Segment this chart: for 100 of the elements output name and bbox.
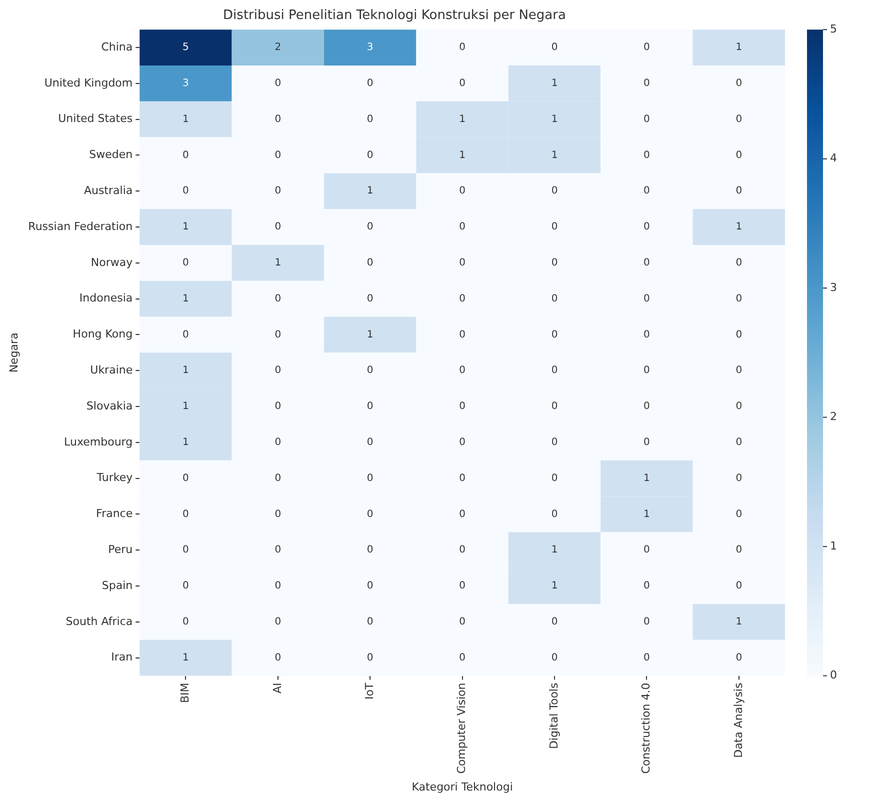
data-label: 0 <box>644 150 650 161</box>
data-label: 0 <box>736 293 742 304</box>
data-label: 0 <box>459 652 466 664</box>
data-label: 0 <box>551 365 558 376</box>
data-label: 0 <box>736 365 742 376</box>
data-label: 0 <box>274 150 282 161</box>
y-tick-label: Luxembourg <box>64 435 133 448</box>
x-axis-title: Kategori Teknologi <box>412 780 513 794</box>
data-label: 0 <box>644 437 650 448</box>
data-label: 3 <box>366 42 374 54</box>
data-label: 0 <box>551 616 558 628</box>
data-label: 0 <box>459 401 466 412</box>
data-label: 1 <box>182 652 189 664</box>
data-label: 0 <box>736 329 742 340</box>
data-label: 0 <box>274 222 282 233</box>
data-label: 1 <box>736 42 742 54</box>
data-label: 0 <box>459 258 466 269</box>
data-label: 3 <box>182 78 189 90</box>
data-label: 0 <box>182 580 189 592</box>
data-label: 0 <box>644 222 650 233</box>
data-label: 0 <box>182 472 189 484</box>
y-tick-label: Peru <box>108 542 133 556</box>
x-tick-label: AI <box>270 682 284 694</box>
data-label: 0 <box>551 472 558 484</box>
data-label: 0 <box>274 114 282 125</box>
data-label: 0 <box>644 293 650 304</box>
data-label: 0 <box>459 186 466 197</box>
data-label: 0 <box>551 258 558 269</box>
y-tick-label: United Kingdom <box>44 76 133 90</box>
data-label: 0 <box>551 437 558 448</box>
data-label: 1 <box>459 150 466 161</box>
y-tick-label: Spain <box>102 578 133 592</box>
data-label: 0 <box>736 258 742 269</box>
data-label: 0 <box>644 114 650 125</box>
data-label: 0 <box>274 365 282 376</box>
y-tick-label: Ukraine <box>90 363 133 376</box>
data-label: 0 <box>644 652 650 664</box>
data-label: 0 <box>551 186 558 197</box>
data-label: 0 <box>459 293 466 304</box>
data-label: 0 <box>274 508 282 520</box>
data-label: 0 <box>274 293 282 304</box>
data-label: 1 <box>182 222 189 233</box>
data-label: 0 <box>736 401 742 412</box>
data-label: 0 <box>736 150 742 161</box>
data-label: 0 <box>551 652 558 664</box>
data-label: 0 <box>736 437 742 448</box>
y-tick-label: France <box>96 507 133 520</box>
data-label: 1 <box>736 616 742 628</box>
data-label: 0 <box>182 329 189 340</box>
data-label: 0 <box>182 508 189 520</box>
data-label: 0 <box>736 78 742 90</box>
data-label: 0 <box>274 616 282 628</box>
data-label: 0 <box>366 437 374 448</box>
data-label: 0 <box>736 472 742 484</box>
data-label: 1 <box>274 258 282 269</box>
data-label: 0 <box>459 616 466 628</box>
x-tick-label: Computer Vision <box>455 682 468 774</box>
data-label: 0 <box>459 508 466 520</box>
data-label: 1 <box>182 365 189 376</box>
y-tick-label: Russian Federation <box>28 220 133 233</box>
data-label: 0 <box>274 186 282 197</box>
y-tick-label: Iran <box>111 650 133 664</box>
y-tick-label: Turkey <box>96 471 134 484</box>
data-label: 1 <box>182 401 189 412</box>
data-label: 1 <box>366 186 374 197</box>
data-label: 0 <box>644 616 650 628</box>
data-label: 0 <box>736 186 742 197</box>
color-bar-label: 4 <box>830 152 837 165</box>
data-label: 5 <box>182 42 189 54</box>
data-label: 0 <box>274 401 282 412</box>
data-label: 1 <box>551 544 558 556</box>
data-label: 0 <box>644 329 650 340</box>
data-label: 0 <box>366 114 374 125</box>
data-label: 0 <box>644 78 650 90</box>
y-tick-label: Hong Kong <box>72 328 133 341</box>
data-label: 0 <box>736 580 742 592</box>
data-label: 0 <box>366 222 374 233</box>
x-tick-label: IoT <box>362 682 376 700</box>
chart-title: Distribusi Penelitian Teknologi Konstruksi per Negara <box>223 8 566 24</box>
data-label: 0 <box>182 150 189 161</box>
color-bar-label: 0 <box>830 668 837 682</box>
data-label: 1 <box>182 114 189 125</box>
data-label: 0 <box>274 472 282 484</box>
x-tick-label: Data Analysis <box>732 682 745 758</box>
data-label: 0 <box>644 544 650 556</box>
data-label: 0 <box>366 401 374 412</box>
data-label: 0 <box>274 329 282 340</box>
x-tick-label: Digital Tools <box>547 682 560 750</box>
color-bar-label: 3 <box>830 280 837 294</box>
data-label: 0 <box>736 544 742 556</box>
data-label: 0 <box>459 329 466 340</box>
data-label: 0 <box>366 472 374 484</box>
data-label: 1 <box>366 329 374 340</box>
data-label: 1 <box>551 78 558 90</box>
data-label: 0 <box>644 401 650 412</box>
data-label: 1 <box>736 222 742 233</box>
data-label: 0 <box>182 616 189 628</box>
y-tick-label: Norway <box>90 256 134 269</box>
data-label: 0 <box>644 42 650 54</box>
data-label: 0 <box>459 222 466 233</box>
